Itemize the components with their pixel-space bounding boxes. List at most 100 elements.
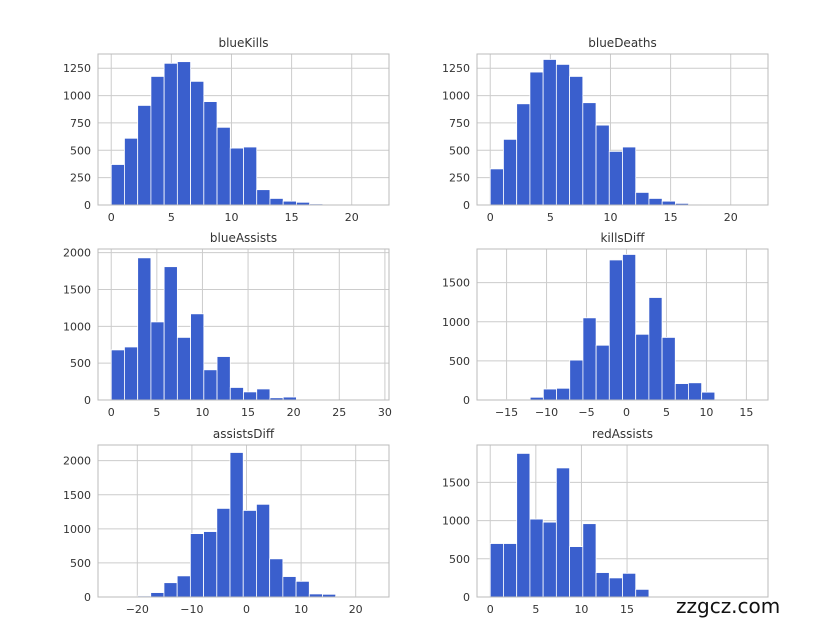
x-tick-label: 15 (739, 406, 753, 419)
histogram-bar (137, 105, 152, 206)
histogram-bar (516, 103, 531, 206)
y-tick-label: 1500 (442, 277, 470, 290)
histogram-bar (229, 387, 244, 401)
histogram-bar (282, 576, 297, 598)
chart-title: killsDiff (600, 231, 645, 245)
histogram-bar (503, 138, 518, 206)
histogram-bar (622, 146, 637, 206)
histogram-bar (529, 518, 544, 598)
histogram-bar (176, 61, 191, 206)
chart-panel-assistsDiff: 0 500 1000 1500 2000 −20 −10 0 10 20 assistsDiff (63, 427, 390, 616)
y-tick-label: 500 (70, 144, 91, 157)
y-tick-label: 0 (84, 394, 91, 407)
y-tick-label: 500 (70, 357, 91, 370)
histogram-bar (295, 580, 310, 598)
x-tick-label: 20 (287, 406, 301, 419)
histogram-bar (110, 349, 125, 401)
x-tick-label: 30 (378, 406, 392, 419)
y-tick-label: 0 (84, 199, 91, 212)
chart-panel-blueDeaths: 0 250 500 750 1000 1250 0 5 10 15 20 blueDeaths (442, 36, 769, 224)
chart-title: blueKills (218, 36, 268, 50)
x-tick-label: −10 (180, 603, 203, 616)
chart-panel-redAssists: 0 500 1000 1500 0 5 10 15 redAssists (442, 427, 769, 616)
x-tick-label: 10 (603, 211, 617, 224)
histogram-bar (190, 313, 205, 401)
x-tick-label: 5 (547, 211, 554, 224)
x-tick-label: 20 (724, 211, 738, 224)
histogram-bar (150, 321, 165, 401)
histogram-bar (555, 467, 570, 598)
histogram-bar (529, 71, 544, 206)
x-tick-label: 5 (153, 406, 160, 419)
x-tick-label: 15 (241, 406, 255, 419)
x-tick-label: −15 (495, 406, 518, 419)
histogram-bar (622, 254, 637, 401)
x-tick-label: 10 (224, 211, 238, 224)
histogram-bar (569, 76, 584, 206)
x-tick-label: 10 (195, 406, 209, 419)
histogram-bar (582, 102, 597, 206)
histogram-bar (150, 76, 165, 206)
histogram-bar (282, 200, 297, 206)
histogram-bar (648, 297, 663, 401)
histogram-bar (595, 344, 610, 401)
histogram-bar (661, 337, 676, 401)
y-tick-label: 1000 (63, 523, 91, 536)
histogram-bar (595, 124, 610, 206)
x-tick-label: 25 (332, 406, 346, 419)
y-tick-label: 500 (449, 553, 470, 566)
y-tick-label: 750 (449, 117, 470, 130)
histogram-bar (203, 531, 218, 598)
y-tick-label: 1250 (442, 62, 470, 75)
chart-title: redAssists (592, 427, 653, 441)
chart-panel-blueAssists: 0 500 1000 1500 2000 0 5 10 15 20 25 30 blueAssists (63, 231, 392, 419)
x-tick-label: 15 (285, 211, 299, 224)
histogram-bar (176, 336, 191, 401)
y-tick-label: 1250 (63, 62, 91, 75)
y-tick-label: 1000 (63, 90, 91, 103)
x-tick-label: 10 (294, 603, 308, 616)
histogram-bar (243, 146, 258, 206)
histogram-bar (229, 452, 244, 598)
histogram-bar (622, 572, 637, 598)
x-tick-label: 0 (487, 603, 494, 616)
x-tick-label: 0 (108, 406, 115, 419)
histogram-bar (648, 198, 663, 206)
x-tick-label: 15 (620, 603, 634, 616)
histogram-bar (256, 388, 271, 401)
histogram-bar (608, 150, 623, 206)
y-tick-label: 250 (449, 172, 470, 185)
histogram-bar (110, 164, 125, 206)
y-tick-label: 750 (70, 117, 91, 130)
histogram-bar (229, 147, 244, 206)
x-tick-label: 0 (487, 211, 494, 224)
histogram-bar (176, 575, 191, 598)
histogram-bar (582, 523, 597, 598)
y-tick-label: 2000 (63, 455, 91, 468)
chart-title: blueDeaths (588, 36, 656, 50)
histogram-bar (635, 192, 650, 206)
histogram-bar (137, 257, 152, 401)
chart-title: assistsDiff (213, 427, 275, 441)
histogram-bar (163, 266, 178, 401)
watermark-text: zzgcz.com (676, 594, 781, 618)
y-tick-label: 500 (449, 355, 470, 368)
histogram-bar (242, 510, 257, 598)
y-tick-label: 1000 (442, 316, 470, 329)
histogram-bar (701, 391, 716, 401)
x-tick-label: 15 (664, 211, 678, 224)
histogram-bar (203, 369, 218, 401)
histogram-bar (189, 533, 204, 598)
histogram-bar (216, 507, 231, 598)
x-tick-label: 0 (243, 603, 250, 616)
histogram-bar (516, 453, 531, 598)
x-tick-label: 10 (699, 406, 713, 419)
plot-frame (476, 248, 769, 401)
x-tick-label: 20 (345, 211, 359, 224)
y-tick-label: 0 (84, 591, 91, 604)
y-tick-label: 1500 (63, 284, 91, 297)
histogram-bar (163, 582, 178, 598)
histogram-bar (489, 168, 504, 206)
histogram-bar (190, 80, 205, 206)
histogram-bar (269, 558, 284, 598)
